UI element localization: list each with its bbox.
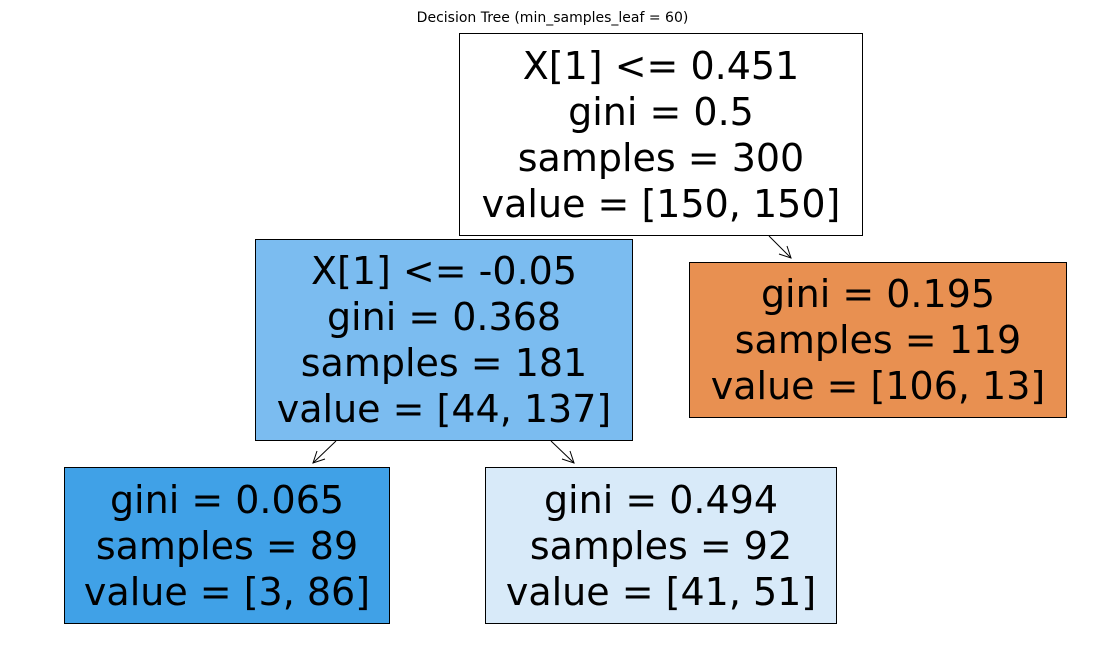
node-gini: gini = 0.065 bbox=[109, 477, 345, 522]
node-split-condition: X[1] <= 0.451 bbox=[522, 43, 800, 88]
node-split-condition: X[1] <= -0.05 bbox=[310, 249, 578, 293]
tree-leaf-left-right: gini = 0.494 samples = 92 value = [41, 5… bbox=[485, 467, 837, 624]
node-samples: samples = 92 bbox=[529, 523, 793, 568]
tree-node-left: X[1] <= -0.05 gini = 0.368 samples = 181… bbox=[255, 239, 633, 441]
node-value: value = [3, 86] bbox=[83, 569, 371, 614]
diagram-title: Decision Tree (min_samples_leaf = 60) bbox=[416, 10, 689, 26]
node-gini: gini = 0.368 bbox=[326, 295, 562, 339]
node-samples: samples = 181 bbox=[300, 341, 588, 385]
tree-leaf-right: gini = 0.195 samples = 119 value = [106,… bbox=[689, 262, 1067, 418]
tree-leaf-left-left: gini = 0.065 samples = 89 value = [3, 86… bbox=[64, 467, 390, 624]
node-value: value = [106, 13] bbox=[710, 364, 1046, 408]
node-value: value = [41, 51] bbox=[505, 569, 817, 614]
node-samples: samples = 89 bbox=[95, 523, 359, 568]
node-samples: samples = 300 bbox=[517, 135, 805, 180]
edge-left-leftleft bbox=[312, 440, 337, 464]
edge-root-right bbox=[768, 235, 792, 259]
node-samples: samples = 119 bbox=[734, 318, 1022, 362]
tree-node-root: X[1] <= 0.451 gini = 0.5 samples = 300 v… bbox=[459, 33, 863, 236]
node-gini: gini = 0.5 bbox=[568, 89, 754, 134]
edge-left-leftright bbox=[550, 440, 575, 464]
node-gini: gini = 0.494 bbox=[543, 477, 779, 522]
node-value: value = [150, 150] bbox=[481, 181, 841, 226]
node-value: value = [44, 137] bbox=[276, 387, 612, 431]
node-gini: gini = 0.195 bbox=[760, 272, 996, 316]
